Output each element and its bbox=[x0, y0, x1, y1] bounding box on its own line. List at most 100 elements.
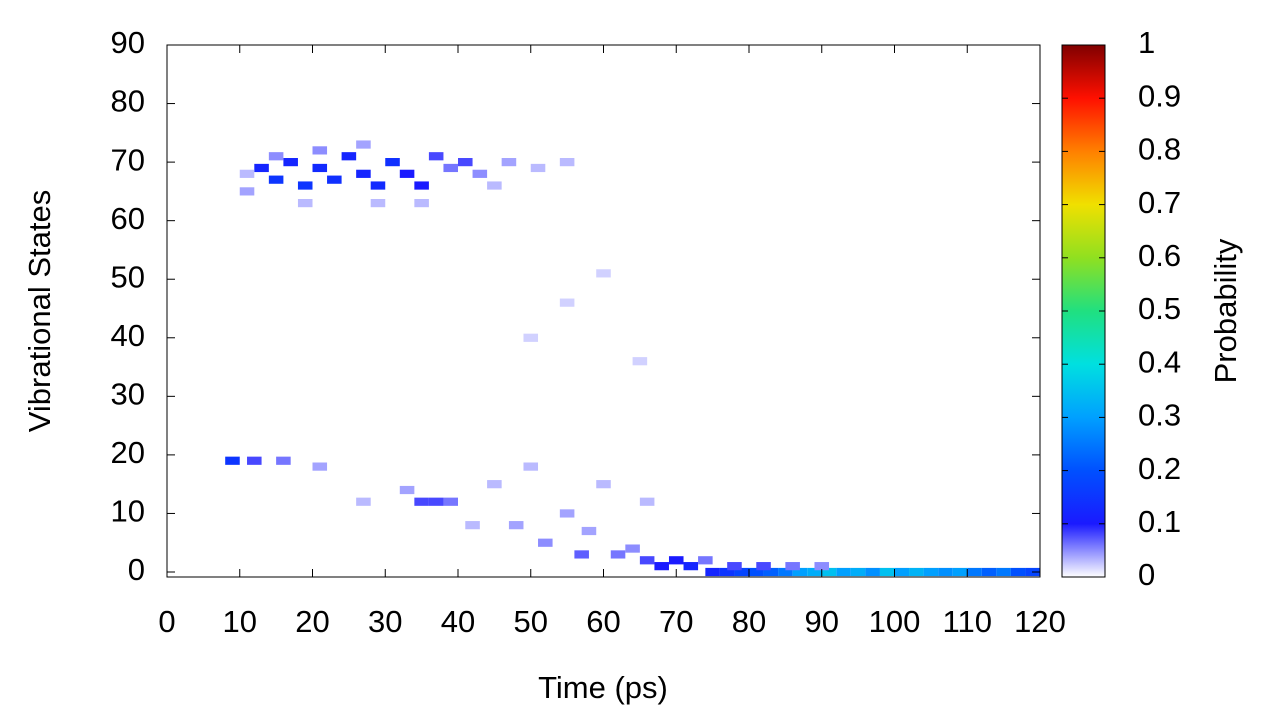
colorbar-tick-label: 0.6 bbox=[1138, 238, 1181, 273]
heatmap-cell bbox=[276, 456, 291, 465]
heatmap-cell bbox=[225, 456, 240, 465]
heatmap-cell bbox=[443, 497, 458, 506]
x-tick-label: 80 bbox=[732, 604, 766, 639]
heatmap-cell bbox=[778, 567, 793, 577]
heatmap-cell bbox=[268, 175, 284, 184]
heatmap-cell bbox=[719, 567, 735, 577]
heatmap-cell bbox=[508, 521, 524, 530]
x-tick-label: 40 bbox=[441, 604, 475, 639]
heatmap-cell bbox=[967, 567, 982, 577]
heatmap-cell bbox=[487, 480, 502, 489]
colorbar-tick-label: 0.5 bbox=[1138, 291, 1181, 326]
colorbar-tick-label: 1 bbox=[1138, 25, 1155, 60]
heatmap-cell bbox=[923, 567, 939, 577]
heatmap-cell bbox=[705, 567, 720, 577]
x-tick-label: 30 bbox=[368, 604, 402, 639]
heatmap-cell bbox=[247, 456, 262, 465]
heatmap-cell bbox=[501, 158, 517, 167]
heatmap-cell bbox=[559, 298, 575, 307]
heatmap-cell bbox=[356, 497, 371, 506]
heatmap-cell bbox=[414, 497, 429, 506]
heatmap-cell bbox=[312, 163, 328, 173]
heatmap-cell bbox=[610, 550, 626, 559]
x-tick-label: 90 bbox=[805, 604, 839, 639]
colorbar-tick-label: 0.1 bbox=[1138, 504, 1181, 539]
y-tick-label: 70 bbox=[111, 142, 145, 177]
heatmap-cell bbox=[487, 181, 502, 190]
heatmap-cell bbox=[530, 163, 546, 173]
y-tick-label: 40 bbox=[111, 318, 145, 353]
y-axis-label: Vibrational States bbox=[22, 190, 57, 432]
heatmap-cell bbox=[356, 169, 371, 178]
y-tick-label: 10 bbox=[111, 494, 145, 529]
heatmap-cell bbox=[327, 175, 342, 184]
heatmap-cell bbox=[596, 269, 611, 278]
heatmap-cell bbox=[465, 521, 480, 530]
x-tick-label: 20 bbox=[295, 604, 329, 639]
heatmap-cell bbox=[523, 462, 539, 471]
y-tick-label: 80 bbox=[111, 84, 145, 119]
heatmap-cell bbox=[523, 333, 539, 342]
x-tick-label: 120 bbox=[1014, 604, 1066, 639]
x-tick-label: 70 bbox=[659, 604, 693, 639]
colorbar bbox=[1061, 44, 1106, 578]
heatmap-cell bbox=[254, 163, 269, 173]
y-tick-label: 20 bbox=[111, 435, 145, 470]
heatmap-cell bbox=[785, 562, 800, 571]
heatmap-cell bbox=[399, 169, 415, 178]
heatmap-cell bbox=[807, 567, 822, 577]
heatmap-cell bbox=[909, 567, 924, 577]
heatmap-cell bbox=[574, 550, 589, 559]
colorbar-tick-label: 0.2 bbox=[1138, 451, 1181, 486]
heatmap-cell bbox=[428, 152, 444, 161]
heatmap-cell bbox=[538, 538, 553, 547]
heatmap-cell bbox=[414, 199, 429, 208]
heatmap-cell bbox=[668, 556, 684, 565]
heatmap-cell bbox=[981, 567, 997, 577]
heatmap-cell bbox=[312, 146, 328, 155]
colorbar-tick-label: 0.3 bbox=[1138, 398, 1181, 433]
heatmap-cell bbox=[312, 462, 328, 471]
heatmap-cell bbox=[879, 567, 895, 577]
x-tick-label: 50 bbox=[514, 604, 548, 639]
x-tick-label: 0 bbox=[158, 604, 175, 639]
heatmap-cell bbox=[356, 140, 371, 149]
y-tick-label: 60 bbox=[111, 201, 145, 236]
x-tick-label: 10 bbox=[223, 604, 257, 639]
heatmap-cell bbox=[756, 562, 771, 571]
heatmap-cell bbox=[268, 152, 284, 161]
heatmap-cell bbox=[865, 567, 880, 577]
heatmap-cell bbox=[727, 562, 742, 571]
colorbar-tick-label: 0.7 bbox=[1138, 185, 1181, 220]
heatmap-cell bbox=[850, 567, 866, 577]
heatmap-cell bbox=[938, 567, 953, 577]
heatmap-cell bbox=[698, 556, 713, 565]
heatmap-cell bbox=[763, 567, 779, 577]
x-tick-label: 60 bbox=[586, 604, 620, 639]
heatmap-cell bbox=[458, 158, 473, 167]
heatmap-cell bbox=[559, 158, 575, 167]
heatmap-cell bbox=[428, 497, 444, 506]
heatmap-cell bbox=[749, 567, 764, 577]
heatmap-cell bbox=[639, 556, 655, 565]
heatmap-cell bbox=[836, 567, 851, 577]
heatmap-cell bbox=[297, 181, 313, 190]
heatmap-cell bbox=[814, 562, 830, 571]
x-axis-label: Time (ps) bbox=[538, 670, 668, 705]
heatmap-cell bbox=[341, 152, 357, 161]
heatmap-cell bbox=[596, 480, 611, 489]
heatmap-cell bbox=[639, 497, 655, 506]
heatmap-cell bbox=[385, 158, 400, 167]
colorbar-tick-label: 0 bbox=[1138, 557, 1155, 592]
heatmap-cell bbox=[443, 163, 458, 173]
heatmap-cell bbox=[952, 567, 968, 577]
heatmap-cell bbox=[559, 509, 575, 518]
heatmap-cell bbox=[792, 567, 808, 577]
heatmap-cell bbox=[370, 181, 386, 190]
y-tick-label: 30 bbox=[111, 377, 145, 412]
heatmap-cell bbox=[399, 485, 415, 495]
colorbar-tick-label: 0.4 bbox=[1138, 344, 1181, 379]
colorbar-tick-label: 0.9 bbox=[1138, 78, 1181, 113]
y-tick-label: 0 bbox=[128, 552, 145, 587]
